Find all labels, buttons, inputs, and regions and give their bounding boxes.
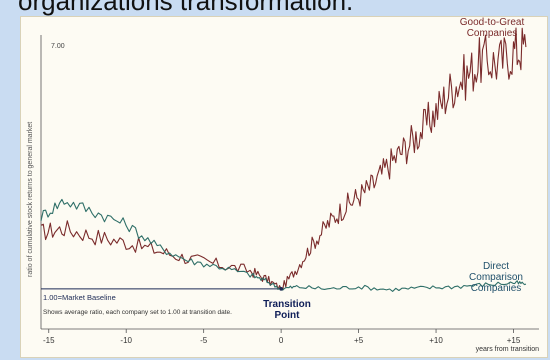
x-tick-label: +5 xyxy=(354,336,364,345)
x-tick-label: -10 xyxy=(120,336,132,345)
y-tick-top: 7.00 xyxy=(51,43,65,50)
x-axis-label: years from transition xyxy=(475,346,539,353)
legend-direct-comparison: Direct Comparison Companies xyxy=(469,261,523,294)
series-line-direct-comparison xyxy=(40,198,527,292)
transition-point-label: Transition Point xyxy=(263,299,311,321)
chart-note: Shows average ratio, each company set to… xyxy=(43,309,232,316)
slide-caption: organizations transformation. xyxy=(18,0,354,16)
x-tick-label: -15 xyxy=(43,336,55,345)
baseline-label: 1.00=Market Baseline xyxy=(43,293,116,302)
chart-card: -15 -10 -5 0 +5 +10 +15 ratio of cumulative st… xyxy=(20,16,548,358)
transition-point-marker xyxy=(279,287,283,291)
x-tick-label: 0 xyxy=(279,336,284,345)
series-line-good-to-great xyxy=(40,27,527,291)
x-tick-label: -5 xyxy=(200,336,208,345)
x-tick-label: +15 xyxy=(507,336,521,345)
y-axis-label: ratio of cumulative stock returns to gen… xyxy=(27,121,34,277)
x-tick-label: +10 xyxy=(429,336,443,345)
legend-good-to-great: Good-to-Great Companies xyxy=(459,17,525,39)
stock-return-chart: -15 -10 -5 0 +5 +10 +15 xyxy=(40,27,539,345)
